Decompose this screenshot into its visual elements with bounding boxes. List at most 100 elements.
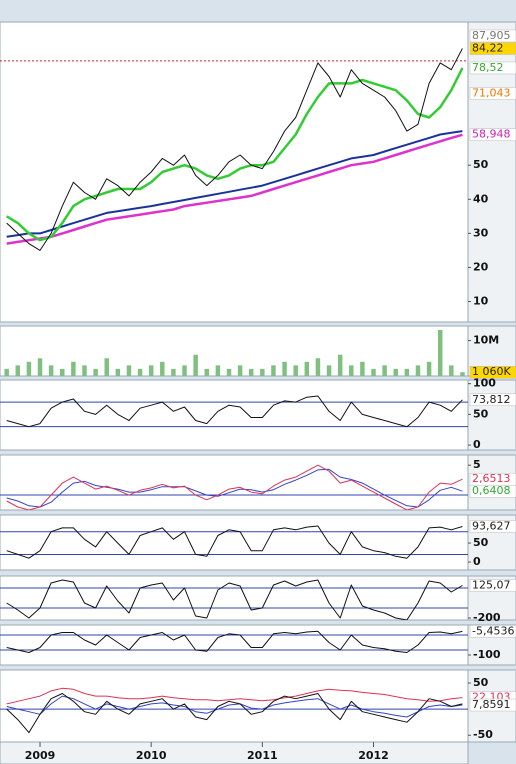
volume-bar (437, 329, 443, 376)
plot (0, 48, 468, 251)
last-value-label: 73,812 (472, 393, 511, 406)
last-value-box (469, 393, 516, 407)
series-line (6, 395, 463, 428)
volume-bar (315, 358, 321, 376)
series-line (6, 579, 463, 620)
volume-bar (337, 354, 343, 376)
y-tick-label: 50 (473, 676, 489, 689)
last-value-box (469, 29, 516, 43)
volume-bar (393, 368, 398, 376)
volume-bar (249, 368, 254, 376)
last-value-box (469, 365, 516, 379)
plot (0, 630, 468, 653)
y-tick-label: 100 (473, 377, 496, 390)
y-tick-label: -100 (473, 648, 501, 661)
volume-bar (104, 358, 109, 376)
volume-bar (71, 361, 76, 376)
last-value-label: 93,627 (472, 520, 511, 533)
last-value-box (469, 520, 516, 533)
y-tick-label: -50 (473, 728, 493, 741)
last-value-box (469, 87, 516, 100)
volume-bar (360, 361, 365, 376)
series-line (6, 130, 463, 238)
y-tick-label: 50 (473, 158, 489, 171)
x-tick-label: 2012 (358, 749, 389, 762)
series-line (6, 695, 463, 718)
series-line (6, 48, 463, 251)
volume-bar (426, 361, 432, 376)
x-tick-label: 2009 (25, 749, 56, 762)
series-line (6, 525, 463, 559)
volume-bar (48, 365, 54, 376)
plot (4, 329, 465, 376)
last-value-label: 71,043 (472, 86, 511, 99)
last-value-label: -5,4536 (472, 624, 514, 637)
volume-bar (460, 372, 465, 376)
volume-bar (148, 365, 154, 376)
volume-bar (171, 368, 176, 376)
y-tick-label: 0 (473, 555, 481, 568)
volume-bar (15, 365, 21, 376)
volume-bar (182, 365, 187, 376)
volume-bar (271, 365, 276, 376)
panel (0, 624, 469, 666)
volume-bar (371, 368, 376, 376)
volume-bar (26, 361, 32, 376)
volume-bar (160, 361, 165, 376)
series-line (6, 67, 464, 242)
panel (0, 514, 469, 571)
volume-bar (415, 365, 421, 376)
volume-bar (4, 368, 9, 376)
volume-bar (60, 368, 65, 376)
volume-bar (204, 368, 209, 376)
series-line (6, 133, 463, 245)
volume-bar (193, 354, 198, 376)
volume-bar (137, 368, 143, 376)
x-axis (0, 741, 469, 764)
series-line (6, 630, 463, 653)
x-tick-label: 2010 (136, 749, 167, 762)
volume-bar (126, 365, 132, 376)
last-value-label: 7,8591 (472, 698, 511, 711)
plot (0, 525, 468, 559)
last-value-box (469, 625, 516, 638)
last-value-box (469, 42, 516, 55)
volume-bar (326, 365, 332, 376)
y-tick-label: 0 (473, 438, 481, 451)
plot (0, 579, 468, 620)
series-line (6, 693, 463, 734)
volume-bar (93, 368, 98, 376)
y-tick-label: 20 (473, 260, 489, 273)
last-value-box (469, 128, 516, 141)
volume-bar (226, 368, 232, 376)
series-line (6, 687, 463, 705)
volume-bar (449, 365, 454, 376)
volume-bar (237, 365, 243, 376)
volume-bar (37, 358, 43, 376)
y-tick-label: 50 (473, 407, 489, 420)
y-tick-label: 40 (473, 192, 489, 205)
panel (0, 669, 469, 743)
volume-bar (282, 361, 287, 376)
last-value-label: 0,6408 (472, 484, 511, 497)
volume-bar (115, 368, 121, 376)
panel (0, 325, 469, 377)
panel (0, 379, 469, 451)
last-value-label: 2,6513 (472, 472, 511, 485)
last-value-box (469, 484, 516, 498)
last-value-label: 78,52 (472, 61, 504, 74)
plot (0, 464, 468, 510)
y-tick-label: 10 (473, 295, 489, 308)
y-tick-label: 5 (473, 458, 481, 471)
last-value-box (469, 61, 516, 75)
label-strip (467, 379, 516, 451)
y-tick-label: 30 (473, 226, 489, 239)
last-value-label: 1 060K (472, 365, 511, 378)
last-value-label: 84,22 (472, 42, 504, 55)
y-tick-label: 10M (473, 334, 499, 347)
volume-bar (304, 361, 310, 376)
volume-bar (382, 365, 387, 376)
y-tick-label: -200 (473, 611, 501, 624)
panel (0, 575, 469, 621)
